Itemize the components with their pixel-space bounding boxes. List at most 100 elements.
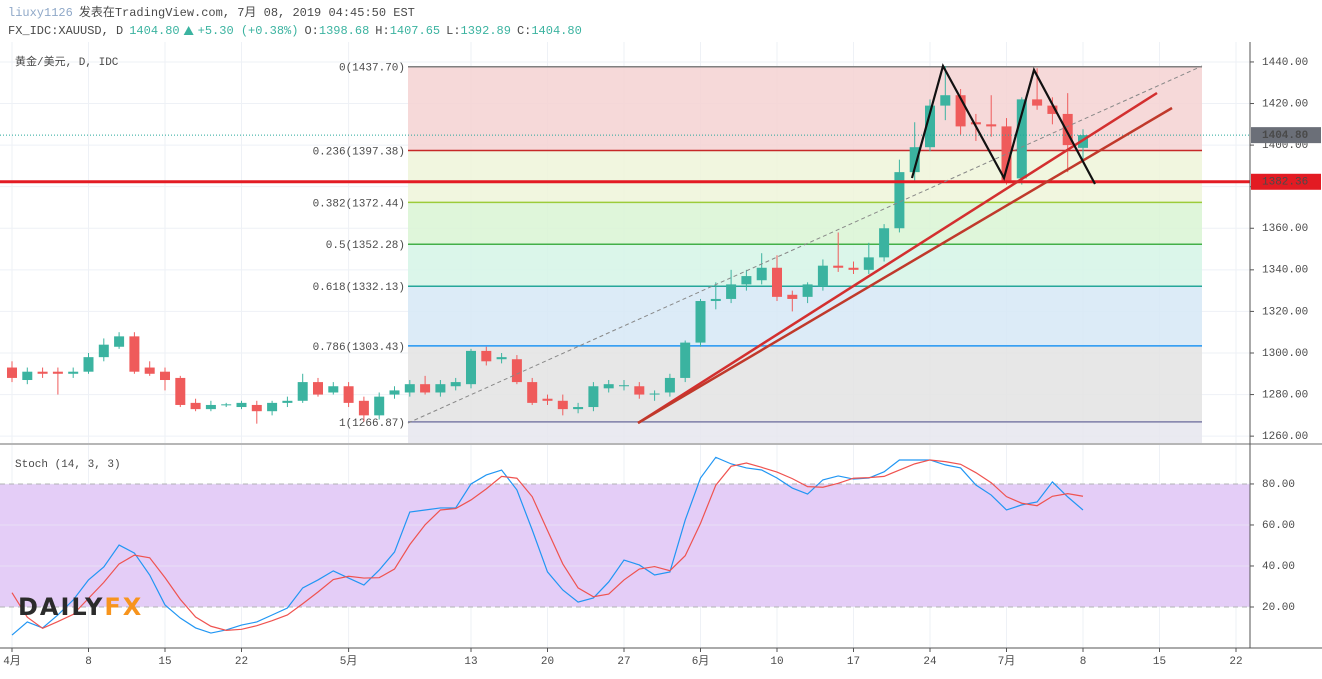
y-tick-label: 40.00 (1262, 561, 1295, 573)
candle-body (420, 384, 431, 393)
y-tick-label: 1340.00 (1262, 265, 1308, 277)
candle-body (664, 377, 675, 393)
candle-body (205, 404, 216, 410)
candle-body (389, 390, 400, 395)
candle-body (634, 386, 645, 395)
candle-body (267, 402, 278, 412)
fib-label: 0.382(1372.44) (313, 198, 405, 210)
y-tick-label: 20.00 (1262, 602, 1295, 614)
x-tick-label: 5月 (340, 655, 358, 668)
candle-body (114, 336, 125, 347)
fib-label: 0.618(1332.13) (313, 282, 405, 294)
candle-body (465, 350, 476, 385)
candle-body (83, 357, 94, 372)
candle-body (787, 294, 798, 299)
candle-body (817, 265, 828, 287)
candle-body (251, 404, 262, 412)
fib-band (408, 345, 1202, 422)
x-tick-label: 24 (923, 656, 937, 668)
candle-body (312, 382, 323, 395)
symbol: FX_IDC:XAUUSD, D (8, 24, 123, 38)
trend-line (637, 91, 1158, 425)
candle-body (649, 393, 660, 395)
x-tick-label: 22 (1229, 656, 1242, 668)
candle-body (726, 284, 737, 299)
candle-body (328, 386, 339, 393)
change: +5.30 (+0.38%) (198, 24, 299, 38)
x-tick-label: 8 (1080, 656, 1087, 668)
low: 1392.89 (461, 24, 511, 38)
candle-body (603, 384, 614, 389)
candle-body (159, 371, 170, 381)
symbol-line: FX_IDC:XAUUSD, D 1404.80 +5.30 (+0.38%) O: 1… (8, 24, 582, 38)
candle-body (68, 371, 79, 374)
candle-body (741, 276, 752, 285)
candle-body (695, 301, 706, 343)
candle-body (175, 377, 186, 405)
fib-label: 0.5(1352.28) (326, 240, 405, 252)
candle-body (37, 371, 48, 374)
y-tick-label: 1300.00 (1262, 348, 1308, 360)
candle-body (496, 357, 507, 360)
pane-title: 黄金/美元, D, IDC (15, 54, 119, 69)
close: 1404.80 (531, 24, 581, 38)
candle-body (924, 105, 935, 148)
header-line: liuxy1126 发表在TradingView.com, 7月 08, 2019… (8, 4, 415, 20)
candle-body (1016, 99, 1027, 179)
background-layer (0, 42, 1322, 648)
user: liuxy1126 (8, 6, 73, 20)
candle-body (404, 384, 415, 393)
o-label: O: (304, 24, 318, 38)
fib-band (408, 421, 1202, 443)
candle-body (557, 400, 568, 410)
candle-body (1032, 99, 1043, 106)
candle-body (955, 95, 966, 127)
x-tick-label: 6月 (692, 655, 710, 668)
candle-body (863, 257, 874, 270)
candle-body (756, 267, 767, 281)
candle-body (22, 371, 33, 381)
candle-body (511, 359, 522, 383)
candle-body (894, 172, 905, 229)
y-tick-label: 1420.00 (1262, 98, 1308, 110)
candle-body (343, 386, 354, 403)
fib-label: 1(1266.87) (339, 418, 405, 430)
h-label: H: (375, 24, 389, 38)
candle-body (588, 386, 599, 408)
candle-body (573, 407, 584, 410)
x-tick-label: 15 (158, 656, 171, 668)
fib-band (408, 150, 1202, 203)
candle-body (527, 382, 538, 403)
main-layer: 0(1437.70) 0.236(1397.38) 0.382(1372.44) 0.… (0, 54, 1250, 636)
stoch-line (11, 456, 1084, 636)
x-tick-label: 13 (464, 656, 477, 668)
fib-label: 0(1437.70) (339, 63, 405, 75)
last-price-box (1251, 127, 1321, 144)
candle-body (1062, 113, 1073, 146)
candle-body (358, 400, 369, 416)
candle-body (221, 404, 232, 406)
stoch-line (11, 459, 1084, 631)
candle-body (542, 398, 553, 401)
x-tick-label: 17 (847, 656, 860, 668)
candle-body (618, 385, 629, 387)
x-tick-label: 8 (85, 656, 92, 668)
candle-body (374, 396, 385, 416)
x-tick-label: 20 (541, 656, 554, 668)
candle-body (297, 382, 308, 401)
c-label: C: (517, 24, 531, 38)
candle-body (6, 367, 17, 378)
up-arrow (183, 26, 194, 35)
stoch-band (0, 483, 1250, 607)
watermark-a: DAILY (18, 593, 104, 621)
watermark: DAILYFX (18, 593, 143, 621)
candle-body (52, 371, 63, 374)
candle-body (848, 267, 859, 270)
y-tick-label: 1360.00 (1262, 223, 1308, 235)
high: 1407.65 (390, 24, 440, 38)
x-tick-label: 10 (770, 656, 783, 668)
hline-label: 1382.36 (1262, 177, 1308, 189)
candle-body (909, 147, 920, 173)
y-tick-label: 1440.00 (1262, 57, 1308, 69)
candle-body (833, 265, 844, 268)
